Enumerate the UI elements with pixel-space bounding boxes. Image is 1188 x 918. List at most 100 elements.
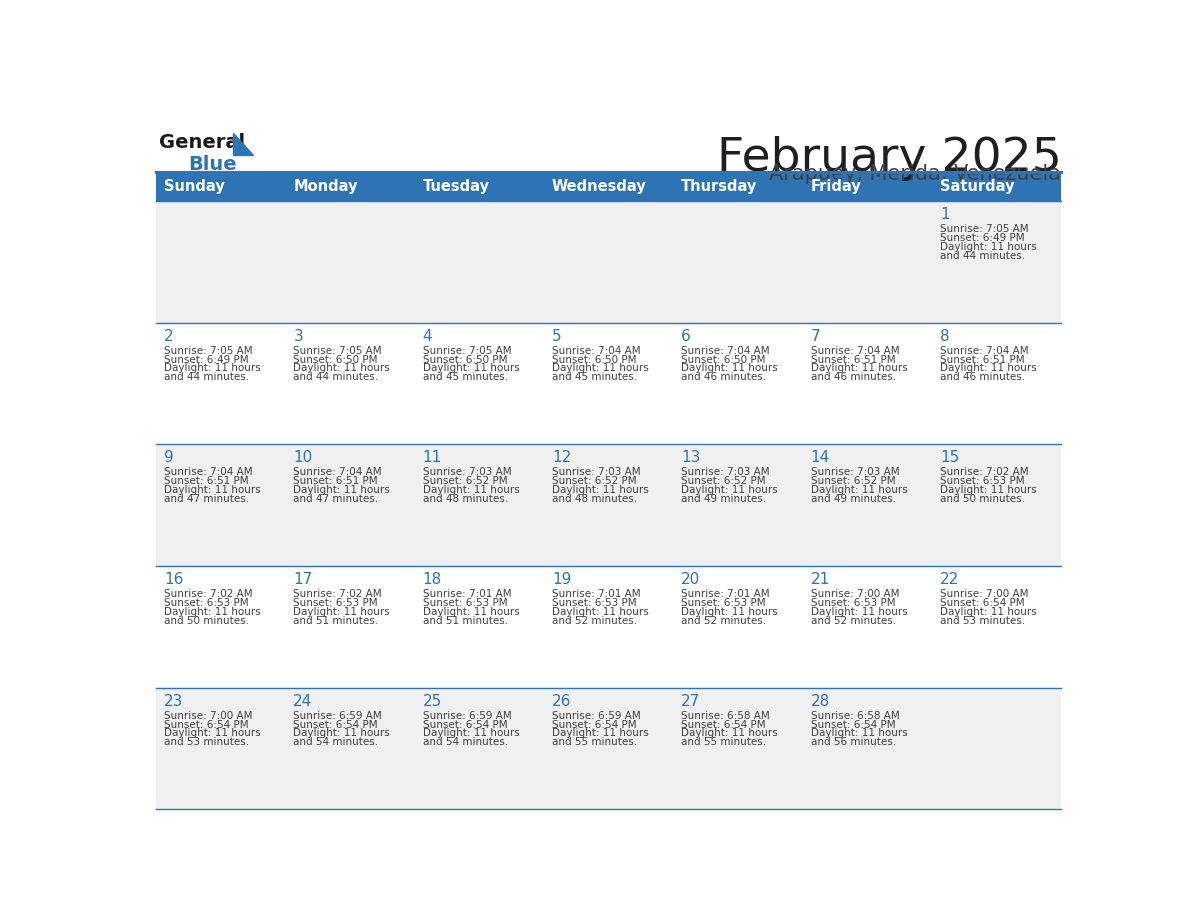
FancyBboxPatch shape [674, 444, 803, 566]
Text: Sunset: 6:50 PM: Sunset: 6:50 PM [681, 354, 766, 364]
Text: Daylight: 11 hours: Daylight: 11 hours [552, 485, 649, 495]
Text: Sunset: 6:50 PM: Sunset: 6:50 PM [552, 354, 637, 364]
Text: Sunset: 6:53 PM: Sunset: 6:53 PM [810, 598, 896, 608]
Text: and 44 minutes.: and 44 minutes. [940, 251, 1025, 261]
Text: and 50 minutes.: and 50 minutes. [940, 494, 1025, 504]
Text: Daylight: 11 hours: Daylight: 11 hours [552, 607, 649, 617]
FancyBboxPatch shape [803, 566, 933, 688]
FancyBboxPatch shape [933, 323, 1061, 444]
Text: Sunset: 6:54 PM: Sunset: 6:54 PM [940, 598, 1024, 608]
FancyBboxPatch shape [674, 323, 803, 444]
Text: Daylight: 11 hours: Daylight: 11 hours [423, 364, 519, 374]
Text: Sunrise: 6:59 AM: Sunrise: 6:59 AM [552, 711, 640, 721]
Text: Daylight: 11 hours: Daylight: 11 hours [681, 364, 778, 374]
Text: Daylight: 11 hours: Daylight: 11 hours [423, 607, 519, 617]
Text: 10: 10 [293, 451, 312, 465]
FancyBboxPatch shape [803, 688, 933, 810]
FancyBboxPatch shape [157, 323, 285, 444]
Text: Daylight: 11 hours: Daylight: 11 hours [810, 485, 908, 495]
FancyBboxPatch shape [933, 444, 1061, 566]
Text: 13: 13 [681, 451, 701, 465]
Text: Sunrise: 7:00 AM: Sunrise: 7:00 AM [940, 589, 1029, 599]
Text: and 48 minutes.: and 48 minutes. [423, 494, 507, 504]
Text: Daylight: 11 hours: Daylight: 11 hours [940, 485, 1037, 495]
Text: and 44 minutes.: and 44 minutes. [164, 373, 249, 382]
FancyBboxPatch shape [415, 688, 544, 810]
Text: 20: 20 [681, 572, 701, 588]
Text: 16: 16 [164, 572, 183, 588]
Text: Sunrise: 7:01 AM: Sunrise: 7:01 AM [681, 589, 770, 599]
Text: Daylight: 11 hours: Daylight: 11 hours [293, 729, 390, 738]
Text: Sunrise: 6:58 AM: Sunrise: 6:58 AM [810, 711, 899, 721]
FancyBboxPatch shape [415, 201, 544, 323]
Text: and 51 minutes.: and 51 minutes. [293, 616, 379, 626]
Text: Daylight: 11 hours: Daylight: 11 hours [423, 729, 519, 738]
Polygon shape [233, 133, 253, 155]
FancyBboxPatch shape [674, 566, 803, 688]
Text: Daylight: 11 hours: Daylight: 11 hours [940, 241, 1037, 252]
Text: Wednesday: Wednesday [552, 179, 646, 194]
Text: Sunrise: 7:04 AM: Sunrise: 7:04 AM [940, 346, 1029, 356]
Text: and 46 minutes.: and 46 minutes. [681, 373, 766, 382]
FancyBboxPatch shape [544, 688, 674, 810]
Text: Sunrise: 7:04 AM: Sunrise: 7:04 AM [681, 346, 770, 356]
Text: Arapuey, Merida, Venezuela: Arapuey, Merida, Venezuela [770, 164, 1061, 185]
Text: Sunday: Sunday [164, 179, 225, 194]
Text: Friday: Friday [810, 179, 861, 194]
FancyBboxPatch shape [285, 323, 415, 444]
Text: Daylight: 11 hours: Daylight: 11 hours [164, 364, 260, 374]
FancyBboxPatch shape [285, 172, 415, 201]
Text: and 52 minutes.: and 52 minutes. [552, 616, 637, 626]
Text: Sunrise: 7:02 AM: Sunrise: 7:02 AM [293, 589, 381, 599]
FancyBboxPatch shape [415, 566, 544, 688]
Text: and 52 minutes.: and 52 minutes. [681, 616, 766, 626]
Text: and 50 minutes.: and 50 minutes. [164, 616, 249, 626]
Text: Sunrise: 7:04 AM: Sunrise: 7:04 AM [164, 467, 253, 477]
Text: 21: 21 [810, 572, 830, 588]
Text: Sunrise: 7:04 AM: Sunrise: 7:04 AM [293, 467, 381, 477]
FancyBboxPatch shape [157, 688, 285, 810]
Text: 28: 28 [810, 694, 830, 709]
Text: 27: 27 [681, 694, 701, 709]
Text: and 49 minutes.: and 49 minutes. [681, 494, 766, 504]
FancyBboxPatch shape [157, 444, 285, 566]
FancyBboxPatch shape [544, 172, 674, 201]
Text: Daylight: 11 hours: Daylight: 11 hours [681, 485, 778, 495]
Text: and 45 minutes.: and 45 minutes. [552, 373, 637, 382]
Text: Sunset: 6:49 PM: Sunset: 6:49 PM [940, 233, 1024, 243]
Text: Daylight: 11 hours: Daylight: 11 hours [164, 485, 260, 495]
FancyBboxPatch shape [933, 201, 1061, 323]
Text: Daylight: 11 hours: Daylight: 11 hours [164, 729, 260, 738]
Text: and 44 minutes.: and 44 minutes. [293, 373, 379, 382]
Text: Sunrise: 6:59 AM: Sunrise: 6:59 AM [423, 711, 511, 721]
Text: Sunset: 6:52 PM: Sunset: 6:52 PM [810, 476, 896, 487]
Text: 25: 25 [423, 694, 442, 709]
FancyBboxPatch shape [933, 172, 1061, 201]
Text: 1: 1 [940, 207, 949, 222]
Text: Tuesday: Tuesday [423, 179, 489, 194]
Text: Sunrise: 7:05 AM: Sunrise: 7:05 AM [164, 346, 253, 356]
FancyBboxPatch shape [674, 172, 803, 201]
Text: Daylight: 11 hours: Daylight: 11 hours [552, 364, 649, 374]
Text: and 47 minutes.: and 47 minutes. [164, 494, 249, 504]
Text: 15: 15 [940, 451, 959, 465]
Text: 5: 5 [552, 329, 562, 344]
Text: Daylight: 11 hours: Daylight: 11 hours [164, 607, 260, 617]
Text: 6: 6 [681, 329, 691, 344]
FancyBboxPatch shape [157, 172, 285, 201]
FancyBboxPatch shape [544, 201, 674, 323]
Text: Sunrise: 7:02 AM: Sunrise: 7:02 AM [164, 589, 253, 599]
Text: Sunset: 6:52 PM: Sunset: 6:52 PM [552, 476, 637, 487]
Text: and 56 minutes.: and 56 minutes. [810, 737, 896, 747]
Text: 14: 14 [810, 451, 830, 465]
Text: Sunset: 6:53 PM: Sunset: 6:53 PM [293, 598, 378, 608]
Text: Daylight: 11 hours: Daylight: 11 hours [293, 485, 390, 495]
FancyBboxPatch shape [544, 566, 674, 688]
Text: 4: 4 [423, 329, 432, 344]
Text: Sunset: 6:53 PM: Sunset: 6:53 PM [423, 598, 507, 608]
Text: 11: 11 [423, 451, 442, 465]
Text: Saturday: Saturday [940, 179, 1015, 194]
Text: Sunrise: 7:03 AM: Sunrise: 7:03 AM [423, 467, 511, 477]
FancyBboxPatch shape [415, 323, 544, 444]
Text: February 2025: February 2025 [716, 136, 1061, 181]
